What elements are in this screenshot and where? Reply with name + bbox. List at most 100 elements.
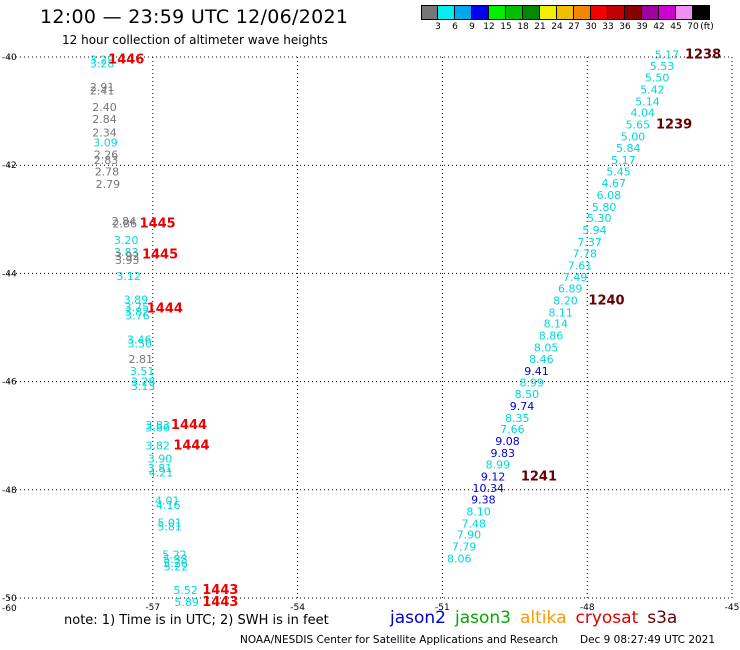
color-tick-label: 24 [551, 22, 563, 32]
data-point-label: 8.46 [529, 353, 554, 366]
data-point-label: 8.86 [539, 330, 564, 343]
color-swatch [523, 5, 540, 20]
legend-cryosat: cryosat [575, 608, 639, 628]
color-tick-label: 21 [534, 22, 546, 32]
color-tick-label: 12 [483, 22, 495, 32]
color-scale-swatches [421, 5, 710, 20]
data-point-label: 5.50 [645, 72, 670, 85]
time-label: 1444 [171, 418, 207, 433]
legend-altika: altika [520, 608, 567, 628]
data-point-label: 2.40 [92, 101, 117, 114]
color-scale-ticks: 3 6 9 12 15 18 21 24 27 30 33 36 39 42 45 70 (ft) [421, 20, 714, 34]
data-point-label: 5.84 [616, 142, 641, 155]
data-point-label: 3.09 [93, 136, 118, 149]
data-point-label: 3.90 [148, 452, 173, 465]
x-tick-label: -54 [290, 603, 305, 613]
legend-s3a: s3a [647, 608, 678, 628]
corner-tick-label: -60 [2, 604, 17, 614]
satellite-legend: jason2 jason3 altika cryosat s3a [390, 608, 686, 628]
chart-subtitle: 12 hour collection of altimeter wave hei… [62, 33, 328, 47]
y-tick-label: -40 [2, 53, 17, 63]
color-tick-label: 3 [435, 22, 441, 32]
data-point-label: 5.52 [173, 584, 198, 597]
time-label: 1445 [142, 247, 178, 262]
color-tick-label: 36 [619, 22, 631, 32]
color-tick-label: 42 [653, 22, 665, 32]
data-point-label: 8.05 [534, 342, 559, 355]
axis-tick-labels: -57 -54 -51 -48 -45 -40 -42 -44 -46 -48 -50-60 [2, 53, 739, 614]
color-tick-label: 27 [568, 22, 580, 32]
data-point-label: 7.61 [568, 259, 593, 272]
data-point-label: 2.84 [92, 113, 117, 126]
plot-grid [8, 56, 733, 599]
data-point-label: 3.76 [125, 310, 150, 323]
data-point-label: 3.51 [130, 365, 155, 378]
data-point-label: 3.13 [131, 380, 156, 393]
data-point-label: 2.41 [90, 85, 115, 98]
color-tick-label: 30 [585, 22, 597, 32]
color-tick-label: 9 [469, 22, 475, 32]
data-point-label: 3.12 [116, 270, 141, 283]
data-point-label: 2.79 [96, 178, 121, 191]
color-scale-legend: 3 6 9 12 15 18 21 24 27 30 33 36 39 42 45 70 (ft) [421, 5, 714, 34]
y-tick-label: -46 [2, 378, 17, 388]
data-point-label: 7.37 [577, 236, 602, 249]
data-point-label: 8.10 [466, 505, 491, 518]
data-point-label: 9.38 [471, 494, 496, 507]
data-point-label: 5.33 [163, 553, 188, 566]
data-point-label: 3.46 [127, 333, 152, 346]
data-point-label: 5.42 [640, 83, 665, 96]
data-point-label: 7.49 [563, 271, 588, 284]
color-swatch [540, 5, 557, 20]
data-point-label: 2.34 [92, 127, 117, 140]
data-point-label: 5.80 [592, 201, 617, 214]
data-point-label: 8.11 [548, 306, 573, 319]
data-point-label: 5.22 [164, 561, 189, 574]
time-label: 1443 [202, 595, 238, 610]
data-point-label: 3.83 [145, 419, 170, 432]
color-tick-label: 70 [687, 22, 699, 32]
data-point-label: 3.86 [145, 422, 170, 435]
data-point-label: 3.75 [125, 301, 150, 314]
data-point-label: 2.84 [112, 215, 137, 228]
data-point-label: 5.30 [587, 212, 612, 225]
color-tick-label: 45 [670, 22, 682, 32]
time-label: 1238 [685, 47, 721, 62]
data-point-label: 7.66 [500, 423, 525, 436]
y-tick-label: -50 [2, 594, 17, 604]
data-point-label: 2.91 [90, 81, 115, 94]
data-point-label: 5.81 [157, 521, 182, 534]
data-point-label: 3.29 [90, 54, 115, 67]
data-point-label: 2.83 [94, 154, 119, 167]
data-point-label: 8.99 [519, 377, 544, 390]
data-point-label: 3.93 [115, 254, 140, 267]
data-point-label: 4.67 [601, 177, 626, 190]
color-swatch [557, 5, 574, 20]
x-tick-label: -45 [725, 603, 740, 613]
data-point-label: 8.14 [544, 318, 569, 331]
data-point-label: 9.41 [524, 365, 549, 378]
time-label: 1444 [173, 438, 209, 453]
data-point-label: 5.89 [174, 596, 199, 609]
data-point-label: 9.12 [481, 470, 506, 483]
data-point-label: 5.17 [655, 48, 680, 61]
x-tick-label: -48 [580, 603, 595, 613]
data-point-label: 5.22 [162, 549, 187, 562]
color-unit-label: (ft) [700, 22, 714, 32]
data-point-label: 2.78 [95, 166, 120, 179]
footer-timestamp: Dec 9 08:27:49 UTC 2021 [580, 634, 716, 646]
data-point-label: 7.48 [462, 517, 487, 530]
x-tick-label: -57 [145, 603, 160, 613]
data-point-label: 4.21 [149, 466, 174, 479]
data-point-label: 9.74 [510, 400, 535, 413]
data-point-label: 3.92 [115, 250, 140, 263]
time-label: 1239 [656, 118, 692, 133]
x-tick-label: -51 [435, 603, 450, 613]
data-point-label: 5.53 [650, 60, 675, 73]
color-swatch [421, 5, 438, 20]
data-point-label: 8.35 [505, 412, 530, 425]
color-swatch [625, 5, 642, 20]
color-swatch [438, 5, 455, 20]
color-swatch [591, 5, 608, 20]
